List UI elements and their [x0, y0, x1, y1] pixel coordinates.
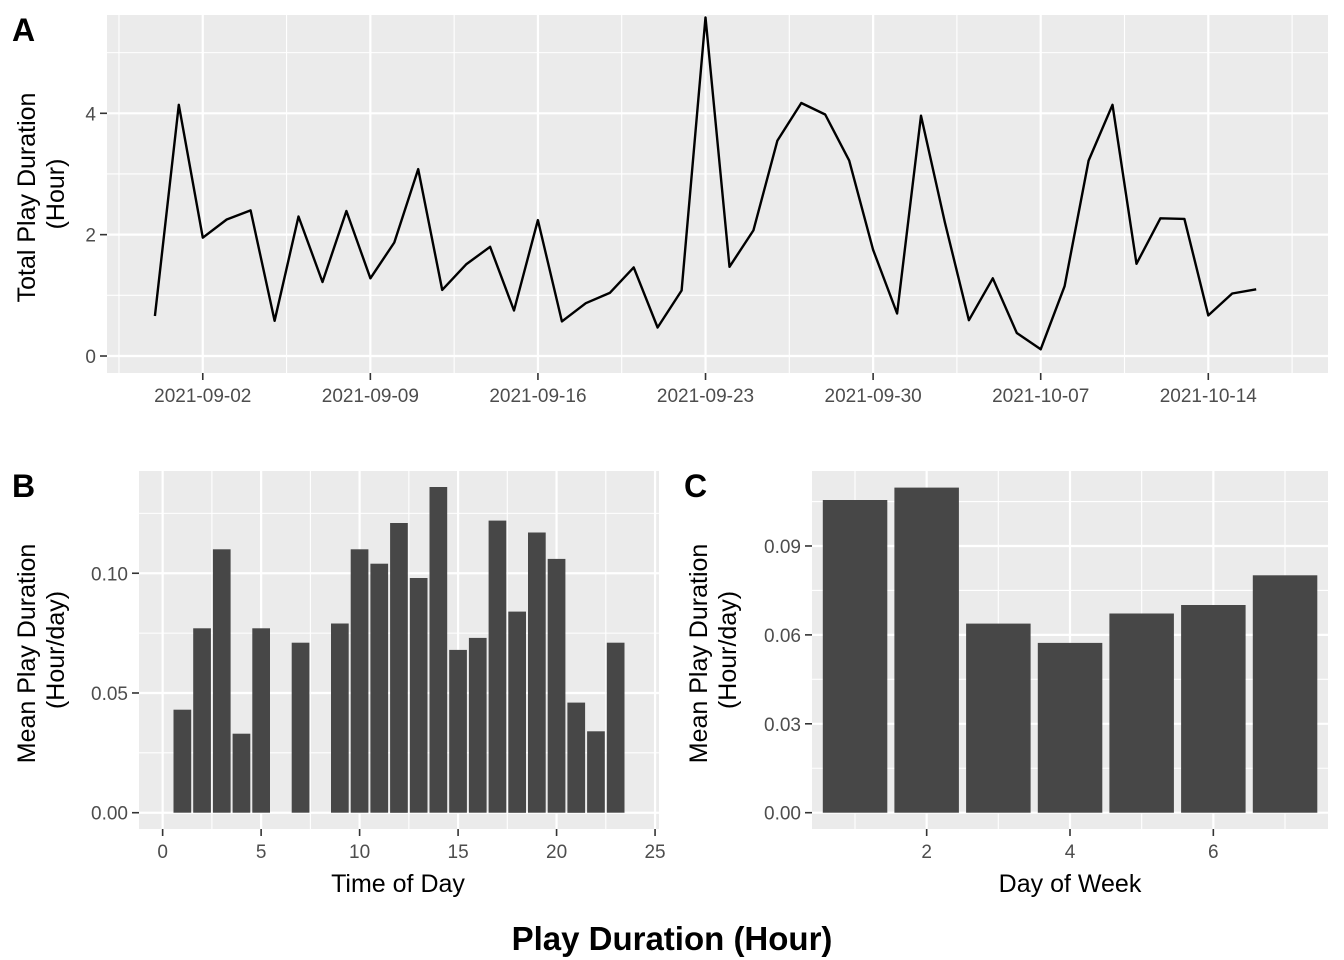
b-x-tick-label: 0 — [157, 842, 168, 863]
c-x-tick-label: 2 — [921, 842, 932, 863]
panel-b-bar — [212, 549, 231, 813]
a-y-tick-label: 0 — [85, 347, 96, 368]
a-x-tick-label: 2021-09-23 — [657, 386, 754, 407]
c-y-tick-label: 0.03 — [764, 715, 801, 736]
c-x-tick-label: 6 — [1208, 842, 1219, 863]
panel-c-x-axis-title: Day of Week — [999, 870, 1142, 898]
panel-b-y-axis-title-line1: Mean Play Duration — [13, 544, 41, 764]
panel-b-bar — [468, 637, 487, 813]
panel-b-bar — [606, 642, 625, 813]
panel-c-y-axis-title-line2: (Hour/day) — [714, 591, 742, 709]
c-y-tick-label: 0.00 — [764, 804, 801, 825]
panel-b-bar — [547, 558, 566, 813]
a-y-tick-label: 2 — [85, 226, 96, 247]
panel-b-bar — [350, 549, 369, 813]
panel-c-y-axis-title-line1: Mean Play Duration — [685, 544, 713, 764]
b-x-tick-label: 10 — [349, 842, 370, 863]
panel-b-bar — [567, 702, 586, 813]
panel-b-bar — [252, 628, 270, 813]
panel-c-bar — [1252, 575, 1318, 813]
panel-c-bar — [1181, 605, 1246, 813]
panel-b-bar — [409, 578, 428, 813]
panel-b: 0 5 10 15 20 25 0.00 0.05 0.10 B Mean Play Durat… — [12, 468, 666, 898]
panel-a-series-line — [153, 16, 1257, 351]
panel-b-bar — [291, 642, 310, 813]
c-y-tick-label: 0.09 — [764, 537, 801, 558]
a-x-tick-label: 2021-09-30 — [825, 386, 922, 407]
b-x-tick-label: 25 — [644, 842, 665, 863]
a-x-tick-label: 2021-10-14 — [1160, 386, 1258, 407]
panel-b-bar — [390, 523, 408, 813]
panel-a-y-axis-title-line2: (Hour) — [42, 159, 70, 230]
b-y-tick-label: 0.05 — [91, 684, 128, 705]
b-y-tick-label: 0.00 — [91, 804, 128, 825]
panel-c-bar — [894, 487, 959, 813]
a-x-tick-label: 2021-10-07 — [992, 386, 1089, 407]
panel-a-y-axis-title-line1: Total Play Duration — [13, 93, 41, 303]
panel-c: 2 4 6 0.00 0.03 0.06 0.09 C Mean Play Duration… — [684, 468, 1328, 898]
panel-c-bar — [1109, 613, 1174, 813]
panel-b-bar — [232, 733, 251, 813]
panel-b-bar — [193, 628, 211, 813]
c-y-tick-label: 0.06 — [764, 626, 801, 647]
b-x-tick-label: 15 — [448, 842, 469, 863]
panel-b-y-axis-title: Mean Play Duration (Hour/day) — [13, 537, 70, 764]
panel-b-bar — [173, 709, 192, 813]
panel-a-tag: A — [12, 12, 35, 48]
panel-b-bar — [449, 649, 467, 813]
b-x-tick-label: 5 — [256, 842, 267, 863]
panel-a-background — [107, 15, 1328, 373]
panel-b-bar — [528, 532, 546, 813]
a-x-tick-label: 2021-09-02 — [154, 386, 251, 407]
panel-b-bar — [370, 563, 389, 813]
panel-b-bar — [429, 487, 448, 813]
panel-b-y-axis-title-line2: (Hour/day) — [42, 591, 70, 709]
panel-c-bar — [822, 500, 888, 813]
panel-c-bar — [1037, 642, 1103, 813]
panel-b-tag: B — [12, 468, 35, 504]
panel-c-tag: C — [684, 468, 707, 504]
panel-b-bar — [331, 623, 349, 813]
panel-c-y-axis-title: Mean Play Duration (Hour/day) — [685, 537, 742, 764]
panel-b-bar — [488, 520, 507, 813]
panel-a: 2021-09-02 2021-09-09 2021-09-16 2021-09-23… — [12, 12, 1328, 407]
a-x-tick-label: 2021-09-16 — [489, 386, 586, 407]
c-x-tick-label: 4 — [1065, 842, 1076, 863]
panel-b-x-axis-title: Time of Day — [331, 870, 465, 898]
a-y-tick-label: 4 — [85, 104, 96, 125]
b-x-tick-label: 20 — [546, 842, 567, 863]
figure-title: Play Duration (Hour) — [512, 920, 833, 957]
panel-b-bar — [508, 611, 526, 813]
panel-a-y-axis-title: Total Play Duration (Hour) — [13, 86, 70, 303]
panel-c-bar — [966, 623, 1031, 813]
a-x-tick-label: 2021-09-09 — [322, 386, 419, 407]
panel-b-bar — [587, 731, 605, 813]
b-y-tick-label: 0.10 — [91, 564, 128, 585]
